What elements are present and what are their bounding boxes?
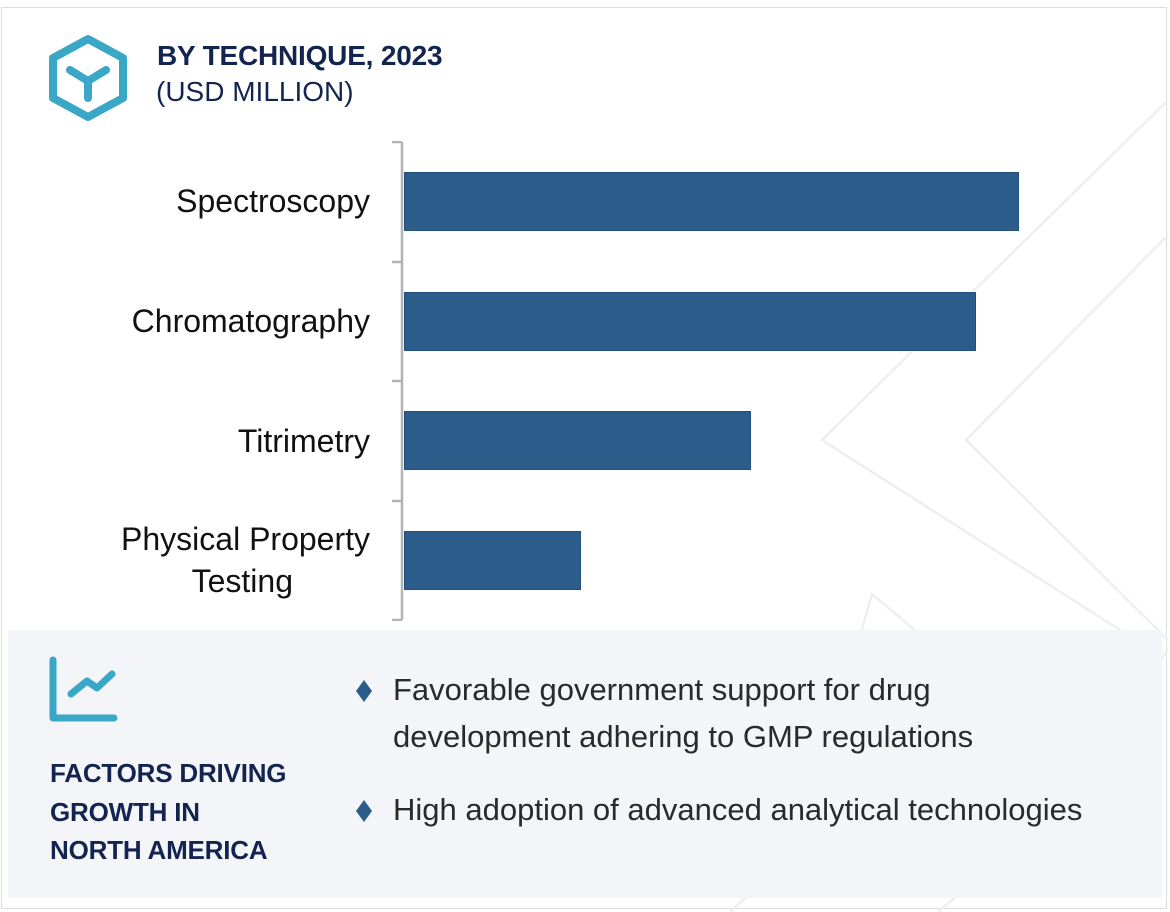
chart-title: BY TECHNIQUE, 2023: [157, 40, 443, 71]
bar-physical-property-testing: [404, 531, 581, 590]
growth-factors-panel: [8, 630, 1162, 898]
bar-spectroscopy: [404, 172, 1019, 231]
chart-subtitle: (USD MILLION): [156, 76, 354, 107]
category-label-spectroscopy: Spectroscopy: [176, 183, 370, 219]
bar-titrimetry: [404, 411, 751, 470]
panel-title-line: NORTH AMERICA: [50, 835, 268, 865]
diamond-bullet-icon: [356, 680, 372, 702]
category-label-chromatography: Chromatography: [131, 303, 370, 339]
panel-title-line: FACTORS DRIVING: [50, 758, 287, 788]
category-label-titrimetry: Titrimetry: [237, 423, 370, 459]
panel-title-line: GROWTH IN: [50, 796, 200, 827]
bullet-text: Favorable government support for drug de…: [393, 672, 974, 754]
panel-title: FACTORS DRIVING GROWTH IN NORTH AMERICA: [50, 754, 287, 870]
line-chart-growth-icon: [49, 656, 118, 722]
category-label-physical-property-line2: Testing: [191, 563, 293, 599]
hexagon-cube-icon: [49, 35, 127, 121]
bar-chromatography: [404, 292, 976, 351]
y-axis: [392, 141, 404, 621]
bullet-text: High adoption of advanced analytical tec…: [393, 792, 1083, 827]
category-label-physical-property-line1: Physical Property: [121, 521, 370, 557]
diamond-bullet-icon: [356, 800, 372, 822]
